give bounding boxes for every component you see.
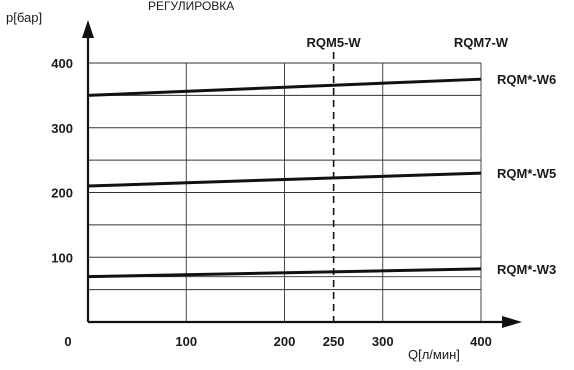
series-layer [87, 77, 482, 279]
y-tick-label-300: 300 [51, 121, 73, 136]
chart-title: РЕГУЛИРОВКА [148, 0, 234, 13]
x-axis-arrow [502, 316, 522, 328]
series-line-3 [87, 267, 482, 279]
series-label-3: RQM*-W3 [497, 262, 556, 277]
y-axis-label: p[бар] [6, 10, 42, 25]
series-label-2: RQM*-W5 [497, 166, 556, 181]
x-axis-label: Q[л/мин] [408, 347, 460, 362]
top-label-rqm7-w: RQM7-W [454, 35, 509, 50]
labels-layer: 0 100 200 250 300 400 100 200 300 400 RQM5-W RQM7-W… [51, 35, 556, 349]
x-tick-label-100: 100 [175, 334, 197, 349]
y-tick-label-400: 400 [51, 56, 73, 71]
y-axis-arrow [82, 20, 94, 38]
top-label-rqm5-w: RQM5-W [307, 35, 362, 50]
grid-layer [88, 62, 482, 322]
x-tick-label-0: 0 [64, 334, 71, 349]
series-line-1 [87, 77, 482, 97]
y-tick-label-100: 100 [51, 250, 73, 265]
x-tick-label-200: 200 [274, 334, 296, 349]
y-tick-label-200: 200 [51, 186, 73, 201]
series-line-2 [87, 171, 482, 188]
series-label-1: RQM*-W6 [497, 72, 556, 87]
axes-layer [82, 20, 522, 328]
x-tick-label-250: 250 [323, 334, 345, 349]
x-tick-label-300: 300 [372, 334, 394, 349]
x-tick-label-400: 400 [470, 334, 492, 349]
